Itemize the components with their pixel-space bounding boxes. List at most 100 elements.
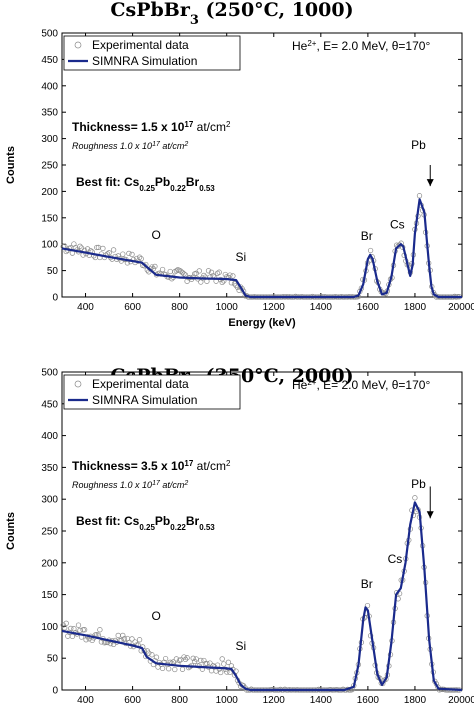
experimental-data-point	[83, 637, 89, 643]
experimental-data-point	[153, 654, 160, 660]
legend-marker-experimental	[74, 380, 82, 388]
experimental-data-point	[159, 665, 166, 672]
x-tick-label: 1600	[357, 695, 380, 706]
y-axis-label: Counts	[5, 512, 17, 550]
experimental-data-point	[69, 633, 76, 640]
x-tick-label: 600	[124, 695, 141, 706]
experimental-data-point	[218, 669, 224, 676]
roughness-unit: at/cm	[160, 141, 185, 151]
legend-label-simnra: SIMNRA Simulation	[92, 393, 197, 407]
peak-label-cs: Cs	[390, 217, 405, 231]
experimental-data-point	[129, 636, 135, 642]
y-tick-label: 450	[41, 399, 58, 410]
y-tick-label: 100	[41, 240, 58, 251]
experimental-data-point	[198, 657, 204, 664]
experimental-data-point	[120, 632, 126, 639]
experimental-data-point	[62, 625, 68, 631]
experimental-data-point	[219, 279, 225, 286]
experimental-data-point	[216, 269, 222, 275]
chart-panel-1: CsPbBr3 (250°C, 1000)0501001502002503003…	[5, 0, 474, 329]
experimental-data-point	[219, 656, 225, 662]
experimental-data-point	[75, 622, 82, 628]
experimental-data-point	[138, 256, 144, 262]
thickness-exponent: 17	[184, 120, 193, 129]
experimental-data-point	[167, 268, 173, 275]
experimental-data-point	[193, 656, 199, 662]
experimental-data-point	[155, 664, 161, 670]
thickness-prefix: Thickness= 3.5 x 10	[72, 459, 185, 473]
beam-info-prefix: He	[292, 378, 308, 392]
thickness-unit-exponent: 2	[226, 459, 231, 468]
y-tick-label: 150	[41, 213, 58, 224]
experimental-data-point	[68, 625, 74, 632]
experimental-data-point	[179, 666, 186, 672]
best-fit-br-sub: 0.53	[199, 523, 215, 532]
simnra-simulation-line	[61, 501, 463, 692]
beam-info-prefix: He	[292, 39, 308, 53]
thickness-text: Thickness= 1.5 x 1017 at/cm2	[72, 120, 231, 135]
x-axis-label: Energy (keV)	[228, 317, 296, 329]
experimental-data-point	[201, 657, 207, 664]
x-tick-label: 800	[171, 695, 188, 706]
y-tick-label: 0	[52, 293, 58, 304]
beam-info: He2+, E= 2.0 MeV, θ=170°	[292, 39, 430, 54]
experimental-data-point	[176, 657, 183, 664]
best-fit-br: Br	[186, 514, 200, 528]
x-tick-label: 20000	[448, 302, 474, 313]
peak-label-si: Si	[235, 250, 246, 264]
peak-label-o: O	[151, 609, 160, 623]
y-tick-label: 400	[41, 81, 58, 92]
experimental-data-point	[178, 656, 184, 663]
experimental-data-point	[230, 273, 236, 279]
experimental-data-point	[172, 666, 178, 673]
legend-marker-experimental	[74, 41, 82, 49]
roughness-exponent: 17	[152, 141, 161, 148]
legend: Experimental data SIMNRA Simulation	[63, 35, 241, 71]
experimental-data-point	[60, 622, 66, 628]
legend-box	[63, 35, 241, 71]
experimental-data-point	[364, 602, 371, 609]
experimental-data-point	[152, 263, 158, 270]
experimental-data-point	[225, 659, 232, 665]
chart-title-subscript: 3	[190, 13, 199, 28]
best-fit-br: Br	[186, 175, 200, 189]
experimental-data-point	[136, 637, 143, 643]
x-tick-label: 1600	[357, 302, 380, 313]
best-fit-prefix: Best fit: Cs	[76, 514, 140, 528]
experimental-data-point	[146, 650, 152, 656]
best-fit-cs-sub: 0.25	[139, 184, 155, 193]
y-tick-label: 450	[41, 55, 58, 66]
experimental-data-point	[196, 268, 202, 274]
peak-label-si: Si	[235, 639, 246, 653]
beam-info-rest: , E= 2.0 MeV, θ=170°	[316, 39, 430, 53]
y-tick-label: 300	[41, 134, 58, 145]
experimental-data-point	[208, 269, 215, 275]
thickness-unit: at/cm	[193, 459, 226, 473]
peak-label-cs: Cs	[388, 552, 403, 566]
experimental-data-point	[184, 655, 190, 661]
thickness-text: Thickness= 3.5 x 1017 at/cm2	[72, 459, 231, 474]
roughness-unit-exponent: 2	[183, 141, 188, 148]
roughness-unit-exponent: 2	[183, 480, 188, 487]
roughness-unit: at/cm	[160, 480, 185, 490]
experimental-data-point	[77, 243, 83, 249]
thickness-exponent: 17	[184, 459, 193, 468]
experimental-data-point	[416, 193, 423, 199]
x-tick-label: 20000	[448, 695, 474, 706]
y-tick-label: 100	[41, 622, 58, 633]
experimental-data-point	[94, 244, 100, 251]
experimental-data-point	[97, 627, 103, 633]
best-fit-pb: Pb	[155, 514, 170, 528]
best-fit-pb-sub: 0.22	[170, 184, 186, 193]
experimental-data-point	[80, 627, 86, 633]
x-tick-label: 1400	[310, 302, 333, 313]
experimental-data-point	[231, 281, 238, 287]
chart-panel-2: CsPbBr3 (350°C, 2000)0501001502002503003…	[5, 365, 474, 706]
y-tick-label: 50	[47, 266, 59, 277]
thickness-unit: at/cm	[193, 120, 226, 134]
roughness-exponent: 17	[152, 480, 161, 487]
experimental-data-point	[136, 254, 143, 260]
y-tick-label: 150	[41, 590, 58, 601]
x-tick-label: 1000	[216, 302, 239, 313]
